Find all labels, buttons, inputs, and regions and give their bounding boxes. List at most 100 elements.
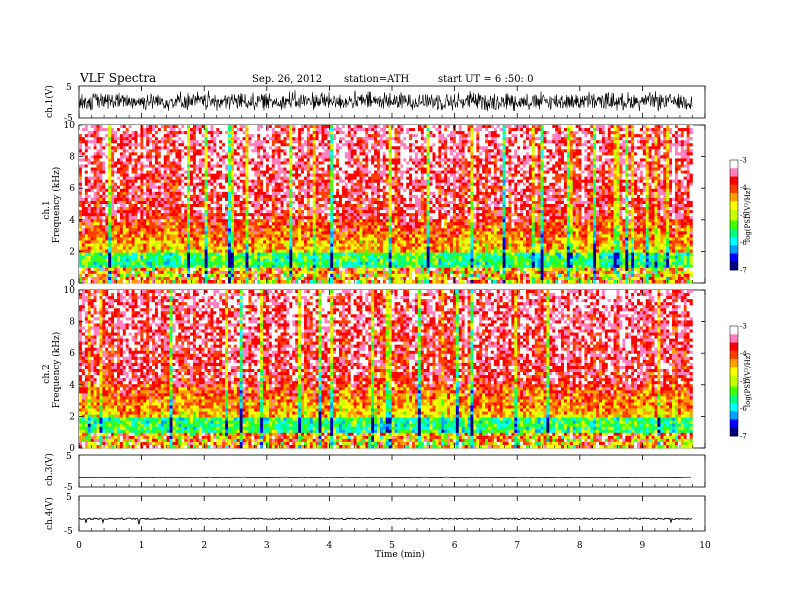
spectrogram-cell [301, 146, 305, 150]
spectrogram-cell [584, 173, 588, 177]
spectrogram-cell [423, 131, 427, 135]
spectrogram-cell [587, 158, 591, 162]
spectrogram-cell [108, 164, 112, 168]
spectrogram-cell [362, 173, 366, 177]
spectrogram-cell [233, 140, 238, 144]
spectrogram-cell [601, 182, 606, 187]
spectrogram-cell [172, 161, 176, 165]
spectrogram-cell [263, 182, 267, 187]
spectrogram-cell [254, 143, 258, 147]
spectrogram-cell [356, 155, 360, 159]
spectrogram-cell [333, 170, 337, 174]
spectrogram-cell [374, 128, 378, 132]
spectrogram-cell [301, 152, 305, 156]
spectrogram-cell [108, 170, 112, 174]
spectrogram-cell [146, 188, 150, 193]
spectrogram-cell [403, 188, 407, 193]
spectrogram-cell [379, 164, 384, 168]
spectrogram-cell [195, 179, 200, 184]
spectrogram-cell [403, 158, 407, 162]
spectrogram-cell [426, 149, 430, 153]
spectrogram-cell [125, 137, 129, 141]
spectrogram-cell [590, 158, 594, 162]
spectrogram-cell [263, 128, 267, 132]
spectrogram-cell [657, 149, 661, 153]
spectrogram-cell [327, 173, 331, 177]
spectrogram-cell [619, 143, 623, 147]
spectrogram-cell [435, 161, 439, 165]
spectrogram-cell [674, 146, 679, 150]
spectrogram-cell [154, 134, 159, 138]
spectrogram-cell [555, 191, 559, 196]
spectrogram-cell [172, 152, 176, 156]
spectrogram-cell [116, 173, 121, 177]
spectrogram-cell [406, 140, 410, 144]
spectrogram-cell [508, 191, 512, 196]
spectrogram-cell [555, 179, 559, 184]
spectrogram-cell [306, 179, 311, 184]
spectrogram-cell [379, 170, 384, 174]
spectrogram-cell [102, 152, 106, 156]
spectrogram-cell [233, 134, 238, 138]
spectrogram-cell [680, 158, 685, 162]
spectrogram-cell [336, 185, 340, 190]
spectrogram-cell [79, 137, 83, 141]
spectrogram-cell [239, 176, 243, 180]
spectrogram-cell [298, 158, 302, 162]
spectrogram-cell [344, 134, 349, 138]
spectrogram-cell [333, 140, 337, 144]
spectrogram-cell [312, 167, 316, 171]
spectrogram-cell [274, 140, 278, 144]
spectrogram-cell [447, 128, 451, 132]
spectrogram-cell [441, 194, 445, 199]
spectrogram-cell [412, 143, 416, 147]
spectrogram-cell [660, 146, 664, 150]
spectrogram-cell [525, 185, 530, 190]
spectrogram-cell [493, 170, 498, 174]
spectrogram-cell [365, 173, 369, 177]
spectrogram-cell [528, 164, 533, 168]
spectrogram-cell [485, 146, 489, 150]
spectrogram-cell [295, 182, 299, 187]
spectrogram-cell [403, 140, 407, 144]
spectrogram-cell [467, 173, 471, 177]
spectrogram-cell [295, 140, 299, 144]
spectrogram-cell [634, 164, 638, 168]
spectrogram-cell [482, 143, 486, 147]
spectrogram-cell [406, 179, 410, 184]
spectrogram-cell [663, 134, 667, 138]
spectrogram-cell [96, 140, 100, 144]
spectrogram-cell [482, 137, 486, 141]
spectrogram-cell [350, 173, 354, 177]
spectrogram-cell [674, 179, 679, 184]
spectrogram-cell [222, 146, 226, 150]
spectrogram-cell [482, 179, 486, 184]
spectrogram-cell [93, 194, 97, 199]
spectrogram-cell [470, 143, 474, 147]
spectrogram-cell [254, 179, 258, 184]
spectrogram-cell [184, 146, 188, 150]
spectrogram-cell [330, 143, 334, 147]
spectrogram-cell [514, 167, 518, 171]
spectrogram-cell [584, 140, 588, 144]
spectrogram-cell [648, 179, 652, 184]
spectrogram-cell [581, 155, 585, 159]
spectrogram-cell [625, 155, 629, 159]
spectrogram-cell [482, 194, 486, 199]
spectrogram-cell [610, 137, 614, 141]
spectrogram-cell [195, 164, 200, 168]
spectrogram-cell [263, 164, 267, 168]
spectrogram-cell [219, 185, 223, 190]
spectrogram-cell [210, 161, 214, 165]
spectrogram-cell [590, 143, 594, 147]
spectrogram-cell [642, 125, 647, 129]
spectrogram-cell [666, 188, 670, 193]
spectrogram-cell [379, 146, 384, 150]
spectrogram-cell [572, 152, 576, 156]
spectrogram-cell [321, 182, 325, 187]
spectrogram-cell [330, 170, 334, 174]
spectrogram-cell [666, 131, 670, 135]
spectrogram-cell [192, 179, 197, 184]
spectrogram-cell [406, 167, 410, 171]
